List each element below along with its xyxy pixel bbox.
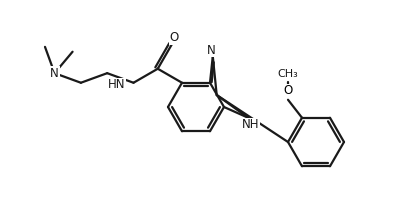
Text: NH: NH xyxy=(242,118,259,131)
Text: N: N xyxy=(50,67,59,80)
Text: CH₃: CH₃ xyxy=(277,69,298,79)
Text: O: O xyxy=(283,84,293,97)
Text: O: O xyxy=(169,31,178,44)
Text: HN: HN xyxy=(108,78,125,91)
Text: N: N xyxy=(206,44,215,57)
